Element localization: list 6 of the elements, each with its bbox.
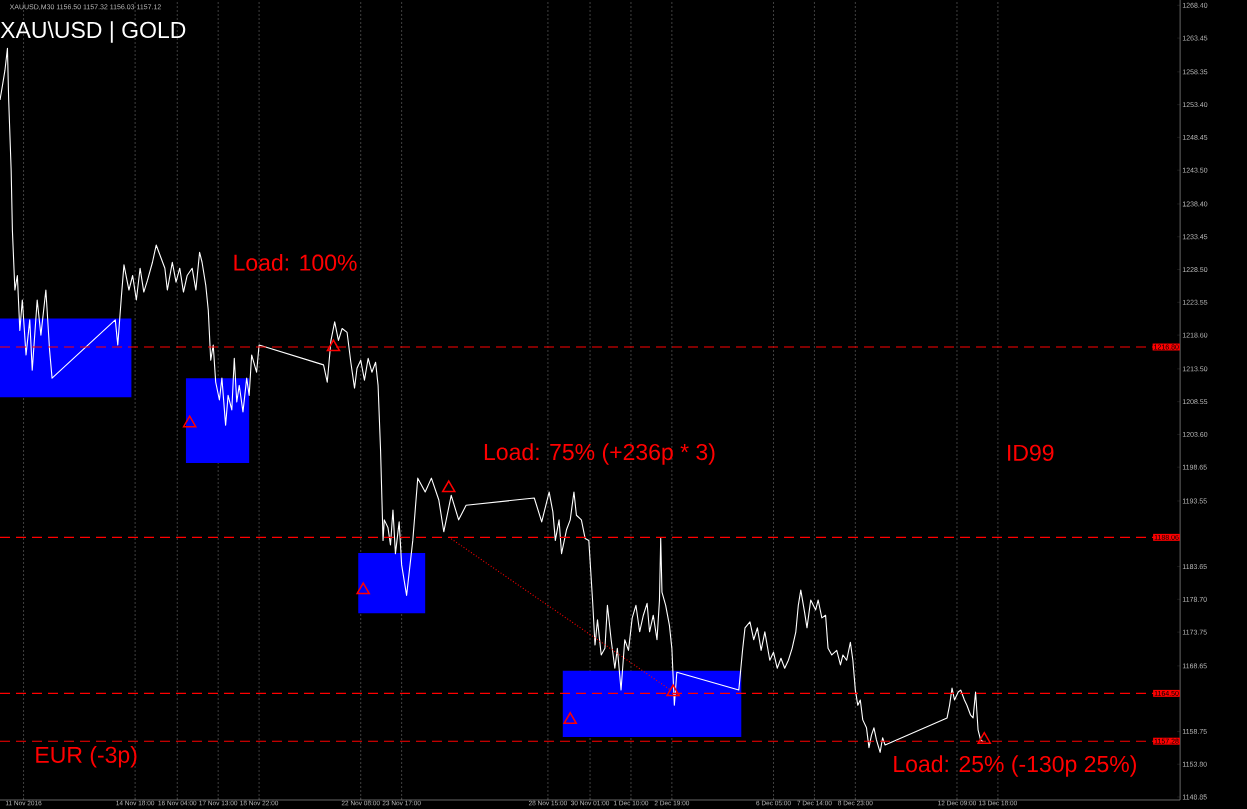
annotation: Load: 25% (-130p 25%) (894, 755, 1136, 777)
annotation: EUR (-3p) (36, 746, 137, 768)
text: XAU\USD | GOLD (0, 21, 186, 43)
annotation: Load: 75% (+236p * 3) (484, 443, 715, 465)
annotation: Load: 100% (234, 253, 357, 271)
annotation: ID99 (1008, 444, 1054, 461)
